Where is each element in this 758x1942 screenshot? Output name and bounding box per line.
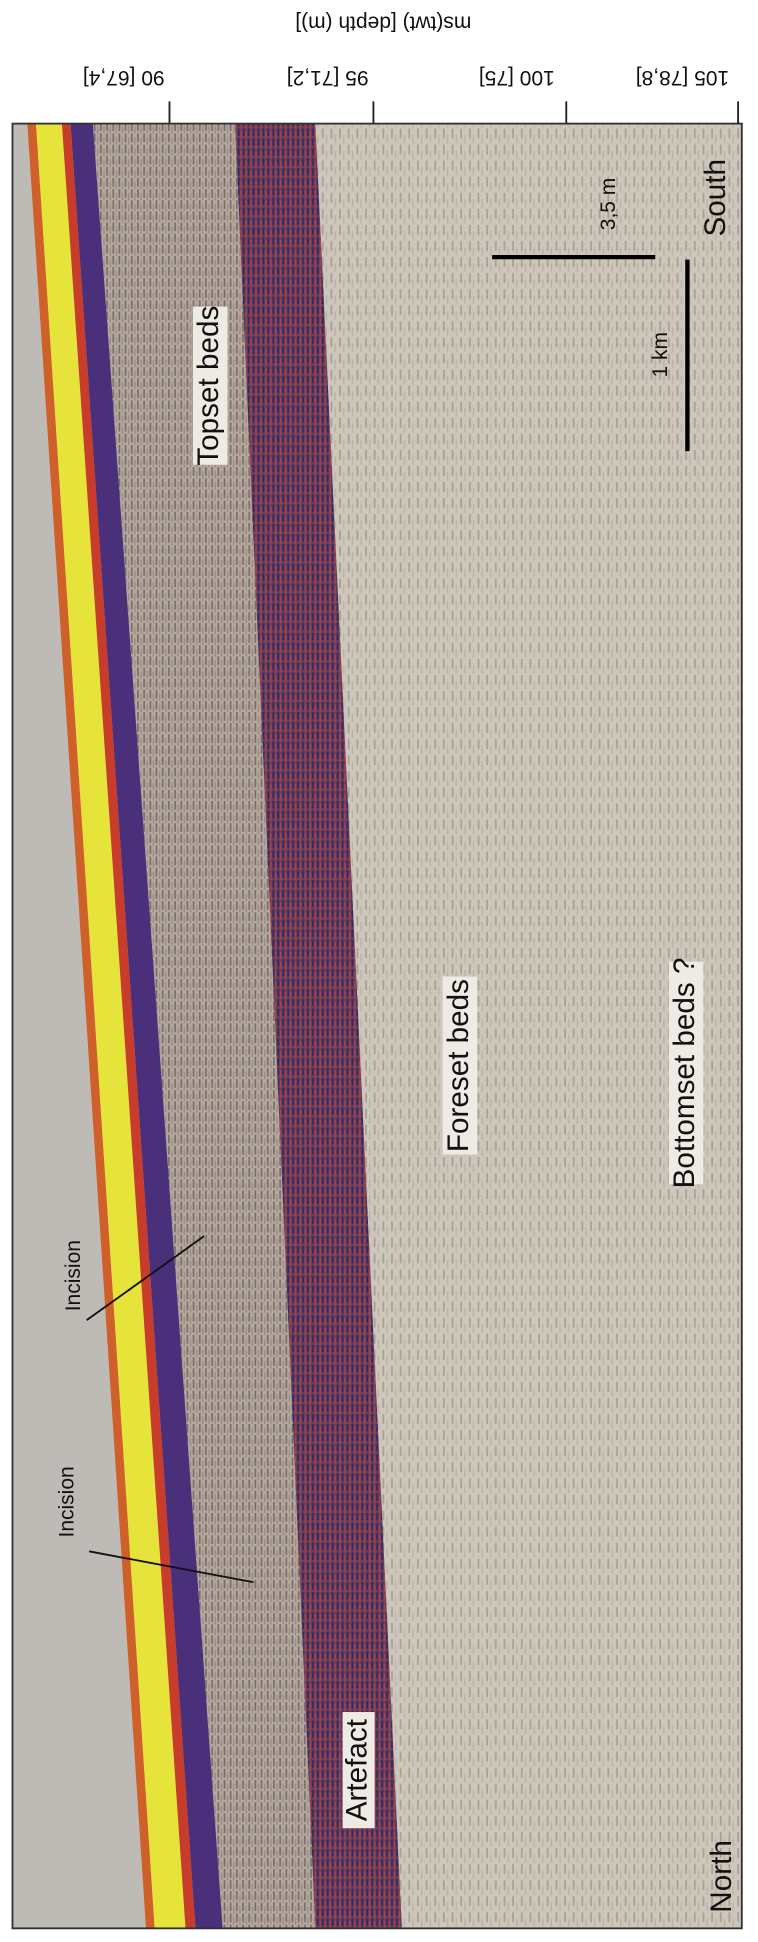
tick-label: 95 [71,2] [287, 66, 369, 89]
interpretation-label: Topset beds [192, 306, 225, 466]
scale-label: 3,5 m [597, 178, 620, 231]
interpretation-label: Incision [62, 1240, 85, 1311]
axis-title: ms(twt) [depth (m)] [295, 12, 471, 35]
scale-label: 1 km [649, 332, 672, 378]
interpretation-label: Foreset beds [442, 979, 475, 1152]
interpretation-label: Bottomset beds ? [668, 958, 701, 1189]
interpretation-label: Incision [56, 1466, 79, 1537]
tick-label: 90 [67,4] [83, 66, 165, 89]
direction-label: North [705, 1840, 738, 1913]
interpretation-label: Artefact [340, 1718, 373, 1821]
seismic-figure: ms(twt) [depth (m)] 90 [67,4] 95 [71,2] … [0, 0, 758, 1937]
axis-ticks [169, 101, 738, 123]
tick-label: 105 [78,8] [636, 66, 729, 89]
direction-label: South [699, 159, 732, 237]
tick-label: 100 [75] [479, 66, 555, 89]
